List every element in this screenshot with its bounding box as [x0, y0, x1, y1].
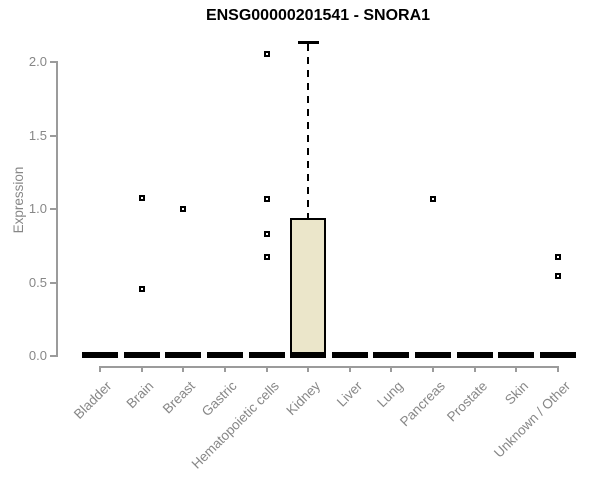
upper-whisker-dashed-line: [307, 44, 309, 218]
x-axis-line: [99, 366, 559, 368]
upper-whisker-cap: [298, 41, 319, 44]
x-axis-tick: [474, 366, 476, 372]
x-axis-tick: [224, 366, 226, 372]
median-bar: [124, 352, 160, 358]
boxplot-box: [290, 218, 326, 358]
y-axis-tick: [50, 61, 57, 63]
median-bar: [415, 352, 451, 358]
outlier-point: [430, 196, 436, 202]
outlier-point: [264, 254, 270, 260]
y-tick-label: 0.0: [28, 348, 47, 363]
x-axis-tick: [432, 366, 434, 372]
outlier-point: [555, 254, 561, 260]
median-bar: [290, 352, 326, 358]
y-tick-label: 2.0: [28, 54, 47, 69]
x-tick-label: Gastric: [199, 378, 240, 420]
median-bar: [373, 352, 409, 358]
x-axis-tick: [515, 366, 517, 372]
x-axis-tick: [266, 366, 268, 372]
x-axis-tick: [141, 366, 143, 372]
x-axis-tick: [557, 366, 559, 372]
y-axis-line: [56, 61, 58, 357]
x-axis-tick: [307, 366, 309, 372]
median-bar: [249, 352, 285, 358]
x-tick-label: Bladder: [71, 378, 115, 422]
outlier-point: [264, 196, 270, 202]
x-axis-tick: [182, 366, 184, 372]
median-bar: [332, 352, 368, 358]
x-tick-label: Liver: [333, 378, 365, 410]
outlier-point: [264, 231, 270, 237]
x-axis-tick: [390, 366, 392, 372]
x-tick-label: Kidney: [283, 378, 323, 419]
x-tick-label: Prostate: [443, 378, 490, 425]
median-bar: [457, 352, 493, 358]
median-bar: [498, 352, 534, 358]
median-bar: [165, 352, 201, 358]
y-tick-label: 0.5: [28, 275, 47, 290]
y-tick-label: 1.0: [28, 201, 47, 216]
x-tick-label: Brain: [124, 378, 157, 412]
y-axis-tick: [50, 282, 57, 284]
median-bar: [540, 352, 576, 358]
y-axis-tick: [50, 208, 57, 210]
outlier-point: [555, 273, 561, 279]
chart-title: ENSG00000201541 - SNORA1: [205, 7, 431, 24]
y-axis-tick: [50, 355, 57, 357]
outlier-point: [264, 51, 270, 57]
outlier-point: [139, 195, 145, 201]
x-tick-label: Unknown / Other: [490, 378, 573, 461]
x-tick-label: Skin: [501, 378, 531, 408]
median-bar: [82, 352, 118, 358]
outlier-point: [180, 206, 186, 212]
y-tick-label: 1.5: [28, 128, 47, 143]
median-bar: [207, 352, 243, 358]
x-tick-label: Lung: [374, 378, 406, 411]
x-tick-label: Breast: [159, 378, 198, 417]
x-axis-tick: [99, 366, 101, 372]
outlier-point: [139, 286, 145, 292]
y-axis-tick: [50, 135, 57, 137]
x-axis-tick: [349, 366, 351, 372]
x-tick-label: Pancreas: [396, 378, 448, 430]
